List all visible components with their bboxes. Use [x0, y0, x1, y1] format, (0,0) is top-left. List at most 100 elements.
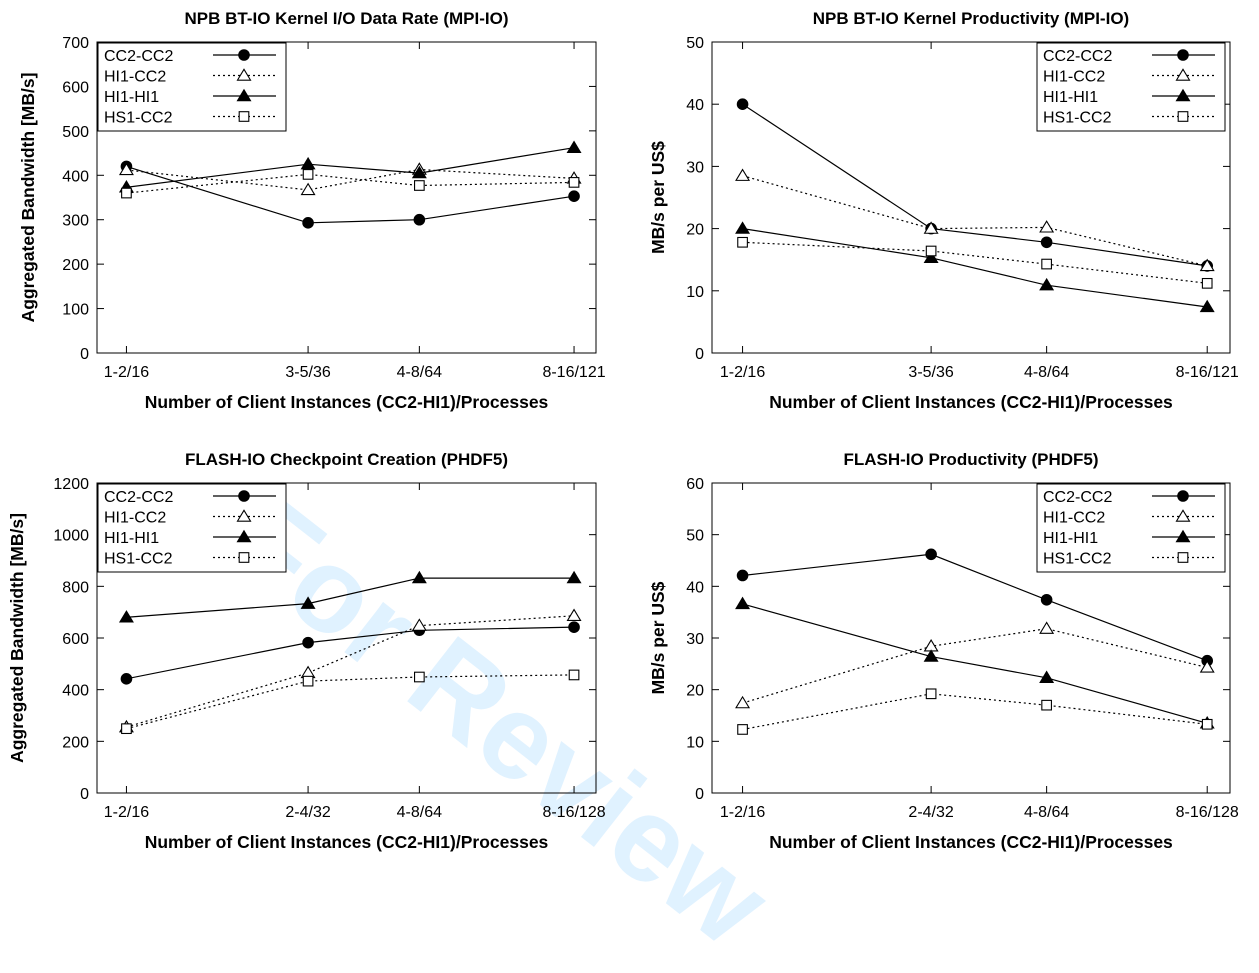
chart4-point-hi1-hi1-0	[735, 596, 751, 610]
chart1-xtick-label-0: 1-2/16	[104, 364, 149, 381]
chart1-point-hi1-hi1-2	[411, 165, 427, 179]
chart3-series-line-hs1-cc2	[126, 674, 575, 730]
chart3-ytick-label-4: 800	[62, 579, 89, 596]
chart1-series-line-hs1-cc2	[126, 173, 575, 194]
chart4-legend-marker-cc2-cc2	[1177, 490, 1189, 502]
chart4-series-line-cc2-cc2	[742, 553, 1208, 662]
chart1-legend-label-hs1-cc2: HS1-CC2	[104, 110, 173, 127]
chart4-ytick-label-1: 10	[686, 734, 704, 751]
chart1-point-hi1-hi1-1	[300, 156, 316, 170]
chart4-point-hi1-cc2-3	[1199, 660, 1215, 673]
chart2-ytick-label-4: 40	[686, 97, 704, 114]
chart2-legend-label-hs1-cc2: HS1-CC2	[1043, 110, 1112, 127]
chart1-plot-frame	[96, 41, 597, 354]
chart4-point-hs1-cc2-0	[737, 724, 748, 735]
chart1-series-line-hi1-hi1	[126, 147, 575, 188]
chart2-ytick-label-3: 30	[686, 159, 704, 176]
chart1-point-cc2-cc2-2	[413, 213, 426, 226]
chart4-legend-label-hi1-hi1: HI1-HI1	[1043, 530, 1098, 547]
chart2-legend-label-cc2-cc2: CC2-CC2	[1043, 48, 1112, 65]
chart1-x-axis-label: Number of Client Instances (CC2-HI1)/Pro…	[145, 392, 549, 412]
chart3-point-hs1-cc2-0	[121, 723, 132, 735]
chart4-legend-marker-hi1-cc2	[1175, 509, 1191, 522]
chart4-x-axis-label: Number of Client Instances (CC2-HI1)/Pro…	[769, 832, 1173, 852]
chart3-legend-label-hs1-cc2: HS1-CC2	[104, 551, 173, 568]
chart2-ytick-label-2: 20	[686, 222, 704, 239]
chart3-title: FLASH-IO Checkpoint Creation (PHDF5)	[185, 450, 508, 469]
chart2-series-line-cc2-cc2	[742, 103, 1208, 267]
chart2-series-line-hs1-cc2	[742, 241, 1208, 284]
chart2-plot-frame	[711, 41, 1231, 354]
chart2-series-line-hi1-hi1	[742, 228, 1208, 308]
chart1-point-cc2-cc2-3	[568, 190, 580, 202]
chart3-legend-marker-hi1-cc2	[236, 509, 252, 522]
chart4-point-cc2-cc2-2	[1040, 593, 1053, 606]
chart2-xtick-label-1: 3-5/36	[908, 364, 953, 381]
chart4-point-hs1-cc2-3	[1201, 718, 1213, 730]
chart1-ytick-label-3: 300	[62, 213, 89, 230]
chart2-point-hi1-cc2-1	[923, 221, 939, 234]
chart4-legend-label-hs1-cc2: HS1-CC2	[1043, 551, 1112, 568]
chart1-point-hs1-cc2-2	[414, 180, 425, 191]
chart1-point-hi1-cc2-0	[118, 162, 134, 176]
chart2-legend-label-hi1-cc2: HI1-CC2	[1043, 69, 1105, 86]
chart2-point-hi1-cc2-0	[735, 168, 751, 181]
chart3-xtick-label-1: 2-4/32	[285, 804, 330, 821]
chart3-xtick-label-0: 1-2/16	[104, 804, 149, 821]
chart3-xtick-label-3: 8-16/128	[542, 804, 605, 821]
chart3-series-line-cc2-cc2	[126, 626, 575, 680]
chart2-x-axis-label: Number of Client Instances (CC2-HI1)/Pro…	[769, 392, 1173, 412]
chart3-legend-label-hi1-hi1: HI1-HI1	[104, 530, 159, 547]
chart3-legend-label-hi1-cc2: HI1-CC2	[104, 510, 166, 527]
chart1-ytick-label-6: 600	[62, 79, 89, 96]
chart2-point-hi1-hi1-3	[1199, 299, 1215, 313]
chart1-legend-marker-cc2-cc2	[238, 49, 250, 61]
chart1-xtick-label-2: 4-8/64	[397, 364, 442, 381]
chart4-point-hi1-cc2-2	[1039, 621, 1055, 634]
chart1-ytick-label-7: 700	[62, 35, 89, 52]
chart4-ytick-label-6: 60	[686, 476, 704, 493]
chart2-point-hs1-cc2-1	[925, 245, 937, 257]
chart1-xtick-label-1: 3-5/36	[285, 364, 330, 381]
chart2-legend-label-hi1-hi1: HI1-HI1	[1043, 89, 1098, 106]
chart-grid: NPB BT-IO Kernel I/O Data Rate (MPI-IO) 0…	[7, 9, 1239, 852]
chart2-point-hi1-cc2-3	[1199, 258, 1215, 272]
chart2-point-cc2-cc2-2	[1040, 236, 1053, 249]
chart2-legend-marker-hs1-cc2	[1177, 111, 1189, 122]
chart2-ytick-label-0: 0	[695, 346, 704, 363]
chart2-point-hi1-hi1-2	[1039, 277, 1055, 291]
chart4-xtick-label-1: 2-4/32	[908, 804, 953, 821]
chart4-point-hi1-hi1-1	[923, 649, 939, 662]
chart1-point-hi1-hi1-3	[566, 140, 582, 153]
chart1-legend-label-hi1-cc2: HI1-CC2	[104, 69, 166, 86]
chart1-ytick-label-5: 500	[62, 124, 89, 141]
chart3-point-hi1-hi1-2	[411, 570, 427, 584]
chart4-title: FLASH-IO Productivity (PHDF5)	[843, 450, 1098, 469]
chart3-point-hs1-cc2-1	[302, 675, 314, 687]
chart4-legend-marker-hi1-hi1	[1175, 529, 1191, 543]
chart4-point-cc2-cc2-1	[925, 548, 937, 561]
chart2-xtick-label-0: 1-2/16	[720, 364, 765, 381]
chart4-series-line-hs1-cc2	[742, 693, 1208, 731]
chart2-legend-marker-cc2-cc2	[1177, 49, 1189, 61]
chart2-point-hi1-cc2-2	[1039, 220, 1055, 233]
chart4-ytick-label-2: 20	[686, 683, 704, 700]
chart2-xtick-label-2: 4-8/64	[1024, 364, 1069, 381]
chart4-ytick-label-3: 30	[686, 631, 704, 648]
chart1-legend-marker-hi1-hi1	[236, 88, 252, 102]
chart1-point-hs1-cc2-0	[121, 187, 132, 199]
chart3-point-cc2-cc2-3	[568, 621, 580, 633]
chart4-ytick-label-0: 0	[695, 786, 704, 803]
chart4-series-line-hi1-cc2	[742, 628, 1208, 704]
chart2-title: NPB BT-IO Kernel Productivity (MPI-IO)	[813, 9, 1129, 28]
chart2-point-hi1-hi1-0	[735, 221, 751, 234]
chart4-legend-label-cc2-cc2: CC2-CC2	[1043, 489, 1112, 506]
chart4-point-hs1-cc2-2	[1041, 699, 1052, 711]
chart3-point-hs1-cc2-3	[568, 669, 580, 681]
chart1-point-hs1-cc2-1	[302, 169, 314, 180]
chart3-x-axis-label: Number of Client Instances (CC2-HI1)/Pro…	[145, 832, 549, 852]
chart3-series-line-hi1-cc2	[126, 615, 575, 728]
chart4-xtick-label-0: 1-2/16	[720, 804, 765, 821]
chart2-series-line-hi1-cc2	[742, 175, 1208, 267]
chart2-legend-marker-hi1-cc2	[1175, 68, 1191, 81]
